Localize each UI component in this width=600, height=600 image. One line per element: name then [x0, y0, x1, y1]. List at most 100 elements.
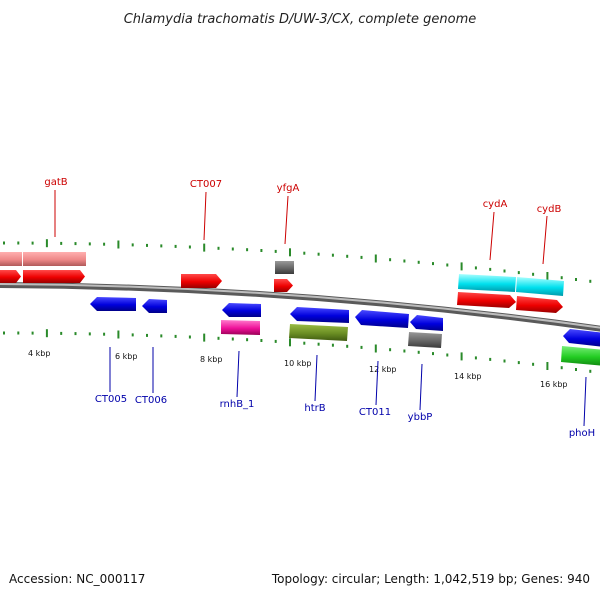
outer-minor-tick — [560, 276, 563, 280]
inner-minor-tick — [417, 350, 420, 354]
gene-block-pink-left[interactable] — [0, 252, 22, 266]
gene-arrow-cyda[interactable] — [457, 292, 516, 308]
gene-block-gatb-pink[interactable] — [23, 252, 86, 266]
inner-minor-tick — [74, 332, 77, 336]
outer-minor-tick — [60, 241, 63, 245]
gene-block-htrb-olive[interactable] — [289, 324, 348, 341]
inner-minor-tick — [389, 348, 392, 352]
outer-minor-tick — [346, 254, 349, 258]
outer-minor-tick — [589, 279, 592, 283]
gene-arrow-htrb[interactable] — [290, 307, 349, 323]
accession-text: Accession: NC_000117 — [9, 572, 146, 586]
outer-major-tick — [374, 254, 377, 263]
genome-summary-text: Topology: circular; Length: 1,042,519 bp… — [271, 572, 590, 586]
gene-arrow-rnhb-1[interactable] — [222, 303, 261, 317]
gene-label-phoh[interactable]: phoH — [569, 428, 595, 439]
gene-block-cydb-cyan[interactable] — [516, 277, 564, 296]
gene-label-cyda[interactable]: cydA — [483, 199, 508, 210]
inner-minor-tick — [589, 369, 592, 373]
inner-minor-tick — [188, 335, 191, 339]
inner-major-tick — [117, 330, 120, 339]
leader-yfga — [284, 195, 289, 245]
gene-label-ct011[interactable]: CT011 — [359, 407, 391, 418]
outer-minor-tick — [231, 247, 234, 251]
inner-minor-tick — [274, 339, 277, 343]
inner-minor-tick — [503, 359, 506, 363]
outer-minor-tick — [174, 244, 177, 248]
outer-major-tick — [203, 243, 206, 252]
inner-minor-tick — [31, 331, 34, 335]
tick-label-6kbp: 6 kbp — [115, 352, 137, 361]
leader-ct011 — [375, 360, 379, 406]
gene-arrow-ct006[interactable] — [142, 299, 167, 313]
gene-arrow-ct007[interactable] — [181, 274, 222, 288]
outer-minor-tick — [503, 269, 506, 273]
outer-minor-tick — [360, 255, 363, 259]
inner-minor-tick — [88, 332, 91, 336]
inner-major-tick — [546, 362, 549, 370]
forward-genes — [0, 252, 564, 313]
gene-arrow-cydb[interactable] — [516, 296, 563, 313]
outer-minor-tick — [403, 259, 406, 263]
outer-minor-tick — [74, 242, 77, 246]
outer-minor-tick — [3, 241, 5, 245]
inner-minor-tick — [446, 353, 449, 357]
inner-major-tick — [45, 329, 48, 338]
inner-minor-tick — [303, 341, 306, 345]
outer-minor-tick — [217, 246, 220, 250]
inner-minor-tick — [432, 352, 434, 356]
inner-minor-tick — [317, 342, 320, 346]
outer-minor-tick — [317, 252, 320, 256]
gene-label-gatb[interactable]: gatB — [44, 177, 67, 188]
inner-minor-tick — [160, 334, 163, 338]
outer-major-tick — [289, 248, 291, 257]
inner-minor-tick — [575, 368, 577, 371]
outer-minor-tick — [103, 242, 106, 246]
gene-label-ybbp[interactable]: ybbP — [408, 412, 433, 423]
inner-major-tick — [203, 333, 206, 342]
gene-label-htrb[interactable]: htrB — [304, 403, 325, 414]
gene-block-ybbp-gray[interactable] — [408, 332, 442, 348]
outer-minor-tick — [274, 249, 277, 253]
outer-major-tick — [546, 272, 549, 280]
gene-arrow-ybbp[interactable] — [410, 315, 443, 331]
outer-minor-tick — [246, 248, 249, 252]
gene-label-ct007[interactable]: CT007 — [190, 179, 222, 190]
gene-block-phoh-green[interactable] — [561, 346, 600, 366]
inner-minor-tick — [403, 349, 406, 353]
gene-label-cydb[interactable]: cydB — [537, 204, 562, 215]
gene-arrow-phoh[interactable] — [563, 329, 600, 347]
outer-minor-tick — [131, 243, 134, 247]
inner-minor-tick — [489, 357, 492, 361]
leader-htrb — [314, 354, 318, 402]
outer-minor-tick — [160, 244, 163, 248]
gene-arrow-red-left[interactable] — [0, 270, 21, 283]
gene-block-rnhb-1-magenta[interactable] — [221, 320, 260, 335]
gene-label-ct005[interactable]: CT005 — [95, 394, 127, 405]
leader-ybbp — [419, 363, 423, 411]
leader-cyda — [489, 211, 495, 261]
gene-block-yfga-gray[interactable] — [275, 261, 294, 274]
inner-minor-tick — [60, 331, 63, 335]
gene-label-yfga[interactable]: yfgA — [277, 183, 300, 194]
inner-minor-tick — [517, 361, 520, 365]
inner-tick-ring — [3, 329, 592, 373]
outer-minor-tick — [417, 260, 420, 264]
gene-arrow-gatb[interactable] — [23, 270, 85, 283]
inner-minor-tick — [474, 356, 477, 360]
gene-label-leaders — [54, 190, 587, 427]
gene-label-ct006[interactable]: CT006 — [135, 395, 167, 406]
gene-arrow-ct005[interactable] — [90, 297, 136, 311]
outer-minor-tick — [188, 245, 191, 249]
inner-major-tick — [289, 338, 291, 347]
inner-minor-tick — [331, 343, 334, 347]
outer-minor-tick — [260, 249, 263, 252]
leader-cydb — [542, 215, 548, 265]
gene-label-rnhb-1[interactable]: rnhB_1 — [220, 399, 255, 410]
gene-block-cyda-cyan[interactable] — [458, 274, 516, 292]
outer-minor-tick — [389, 258, 392, 262]
gene-arrow-ct011[interactable] — [355, 310, 409, 328]
outer-minor-tick — [31, 241, 34, 245]
inner-major-tick — [374, 344, 377, 353]
gene-arrow-yfga[interactable] — [274, 279, 293, 292]
